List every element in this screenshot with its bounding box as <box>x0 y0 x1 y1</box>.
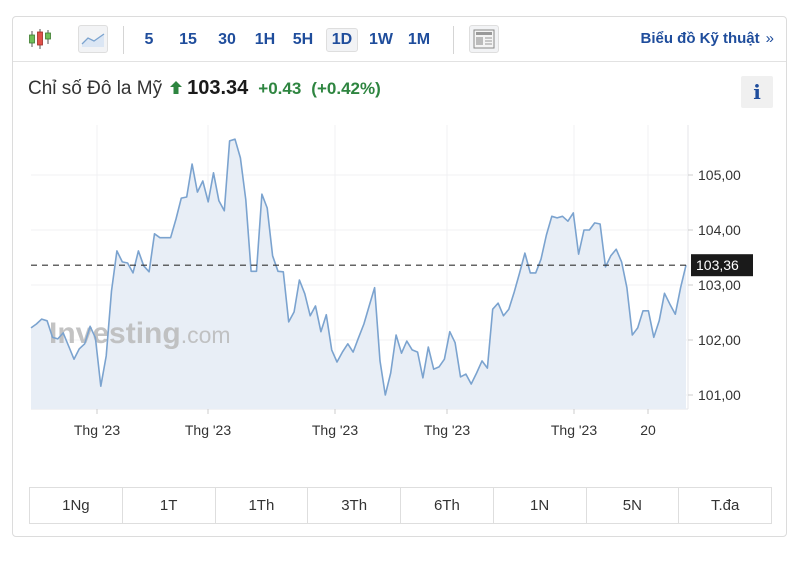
interval-5[interactable]: 5 <box>144 31 154 48</box>
range-6-months[interactable]: 6Th <box>401 488 494 523</box>
range-5-years[interactable]: 5N <box>587 488 680 523</box>
chart-toolbar: 5 15 30 1H 5H 1D 1W 1M Biểu đồ Kỹ thuật » <box>13 17 786 62</box>
current-price-label: 103,36 <box>696 257 739 273</box>
news-layout-button[interactable] <box>469 25 499 53</box>
quote-header: Chỉ số Đô la Mỹ 103.34 +0.43 (+0.42%) <box>28 77 381 100</box>
price-line <box>30 138 687 396</box>
interval-1d[interactable]: 1D <box>326 28 358 52</box>
x-axis-label: 20 <box>640 422 656 438</box>
x-axis-label: Thg '23 <box>185 422 231 438</box>
area-chart-icon <box>81 33 105 47</box>
layout-icon <box>473 29 495 49</box>
range-1-year[interactable]: 1N <box>494 488 587 523</box>
last-price: 103.34 <box>187 77 249 99</box>
chart-widget: 5 15 30 1H 5H 1D 1W 1M Biểu đồ Kỹ thuật »… <box>12 16 787 537</box>
area-chart-button[interactable] <box>78 25 108 53</box>
instrument-name: Chỉ số Đô la Mỹ <box>28 78 163 99</box>
candlestick-chart-button[interactable] <box>25 25 55 53</box>
technical-chart-link[interactable]: Biểu đồ Kỹ thuật » <box>640 30 774 47</box>
interval-5h[interactable]: 5H <box>292 31 314 48</box>
range-1-day[interactable]: 1Ng <box>30 488 123 523</box>
info-icon: i <box>753 80 761 104</box>
x-axis-label: Thg '23 <box>312 422 358 438</box>
price-change: +0.43 <box>258 79 302 98</box>
toolbar-divider <box>453 26 454 54</box>
investing-watermark: Investing.com <box>49 317 231 350</box>
y-axis-label: 102,00 <box>698 332 741 348</box>
range-max[interactable]: T.đa <box>710 497 740 514</box>
price-chart[interactable]: 105,00 104,00 103,00 102,00 101,00 Thg '23 Thg… <box>13 17 788 487</box>
info-button[interactable]: i <box>741 76 773 108</box>
up-arrow-icon <box>170 81 183 99</box>
interval-1w[interactable]: 1W <box>369 31 393 48</box>
interval-1m[interactable]: 1M <box>407 31 431 48</box>
double-chevron-right-icon: » <box>765 30 774 47</box>
price-area <box>31 139 686 409</box>
range-1-week[interactable]: 1T <box>123 488 216 523</box>
y-axis-label: 103,00 <box>698 277 741 293</box>
technical-chart-label: Biểu đồ Kỹ thuật <box>640 30 760 47</box>
current-price-tag <box>691 254 753 277</box>
interval-15[interactable]: 15 <box>179 31 197 48</box>
x-axis-label: Thg '23 <box>424 422 470 438</box>
interval-30[interactable]: 30 <box>218 31 236 48</box>
candlestick-icon <box>29 29 51 49</box>
interval-1h[interactable]: 1H <box>254 31 276 48</box>
time-range-selector: 1Ng 1T 1Th 3Th 6Th 1N 5N T.đa <box>29 487 772 524</box>
y-axis-label: 105,00 <box>698 167 741 183</box>
x-axis-label: Thg '23 <box>74 422 120 438</box>
y-axis-label: 101,00 <box>698 387 741 403</box>
x-axis-label: Thg '23 <box>551 422 597 438</box>
range-1-month[interactable]: 1Th <box>216 488 309 523</box>
price-change-percent: (+0.42%) <box>311 79 381 98</box>
toolbar-divider <box>123 26 124 54</box>
range-3-months[interactable]: 3Th <box>308 488 401 523</box>
y-axis-label: 104,00 <box>698 222 741 238</box>
